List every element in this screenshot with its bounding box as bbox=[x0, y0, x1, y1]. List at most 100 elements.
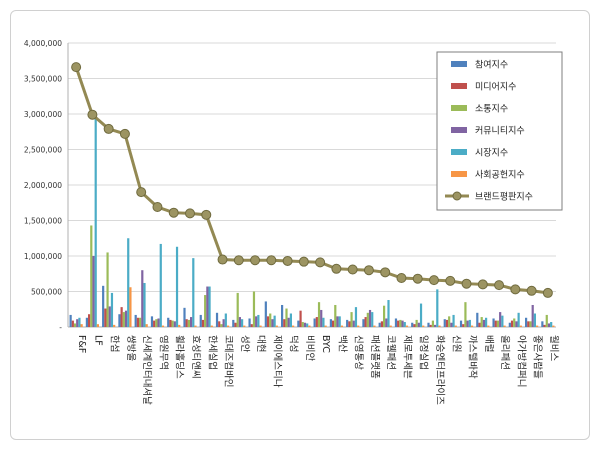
chart-frame bbox=[10, 10, 590, 440]
bar-소통지수 bbox=[171, 320, 174, 327]
bar-시장지수 bbox=[159, 243, 162, 327]
bar-커뮤니티지수 bbox=[124, 310, 128, 327]
bar-사회공헌지수 bbox=[178, 324, 181, 327]
point-브랜드평판지수 bbox=[542, 287, 553, 298]
bar-소통지수 bbox=[448, 316, 451, 327]
bar-참여지수 bbox=[134, 314, 137, 327]
bar-참여지수 bbox=[541, 321, 544, 327]
point-브랜드평판지수 bbox=[298, 256, 309, 267]
category-label: 까스텔바작 bbox=[467, 335, 479, 379]
category-label: 올리패션 bbox=[499, 335, 510, 370]
bar-참여지수 bbox=[394, 318, 398, 327]
category-label: 신원 bbox=[450, 335, 461, 352]
category-label: 대현 bbox=[255, 335, 266, 352]
bar-사회공헌지수 bbox=[243, 325, 246, 327]
legend-swatch bbox=[451, 149, 467, 155]
bar-참여지수 bbox=[313, 318, 316, 327]
bar-커뮤니티지수 bbox=[157, 318, 160, 327]
legend-label: 시장지수 bbox=[475, 148, 508, 159]
bar-참여지수 bbox=[297, 320, 300, 327]
point-브랜드평판지수 bbox=[494, 280, 505, 291]
bar-참여지수 bbox=[264, 301, 267, 327]
bar-미디어지수 bbox=[494, 320, 497, 327]
bar-참여지수 bbox=[167, 317, 170, 327]
y-tick-label: 1,500,000 bbox=[24, 217, 62, 226]
bar-참여지수 bbox=[85, 317, 88, 327]
bar-소통지수 bbox=[73, 323, 77, 327]
bar-사회공헌지수 bbox=[503, 325, 506, 327]
bar-미디어지수 bbox=[478, 322, 481, 327]
bar-미디어지수 bbox=[543, 324, 546, 327]
bar-참여지수 bbox=[199, 314, 202, 327]
category-label: 덕성 bbox=[288, 335, 299, 352]
bar-사회공헌지수 bbox=[145, 324, 148, 327]
bar-커뮤니티지수 bbox=[499, 312, 502, 327]
legend-label: 사회공헌지수 bbox=[475, 170, 525, 181]
bar-커뮤니티지수 bbox=[238, 317, 241, 327]
category-label: 배럴 bbox=[483, 335, 494, 352]
bar-커뮤니티지수 bbox=[255, 316, 258, 327]
bar-시장지수 bbox=[257, 314, 260, 327]
point-브랜드평판지수 bbox=[429, 275, 439, 286]
bar-소통지수 bbox=[204, 295, 207, 327]
bar-사회공헌지수 bbox=[275, 325, 278, 327]
category-label: 코데즈컴바인 bbox=[223, 335, 235, 387]
point-브랜드평판지수 bbox=[412, 273, 423, 284]
bar-미디어지수 bbox=[120, 307, 123, 327]
bar-참여지수 bbox=[281, 304, 284, 327]
category-label: 패션플랫폼 bbox=[369, 335, 380, 379]
bar-소통지수 bbox=[334, 304, 337, 327]
bar-미디어지수 bbox=[104, 308, 107, 327]
bar-사회공헌지수 bbox=[536, 325, 539, 327]
bar-시장지수 bbox=[143, 282, 146, 327]
category-label: 좋은사람들 bbox=[532, 335, 544, 379]
bar-사회공헌지수 bbox=[470, 325, 474, 327]
category-label: F&F bbox=[76, 335, 87, 353]
bar-시장지수 bbox=[485, 317, 488, 327]
bar-참여지수 bbox=[69, 314, 72, 327]
bar-소통지수 bbox=[155, 319, 158, 327]
point-브랜드평판지수 bbox=[250, 255, 261, 266]
bar-시장지수 bbox=[127, 238, 130, 327]
bar-시장지수 bbox=[273, 315, 276, 327]
bar-시장지수 bbox=[241, 319, 244, 327]
legend-label: 브랜드평판지수 bbox=[475, 192, 533, 203]
bar-참여지수 bbox=[378, 322, 381, 327]
bar-사회공헌지수 bbox=[80, 324, 83, 327]
bar-참여지수 bbox=[329, 319, 332, 327]
bar-소통지수 bbox=[383, 305, 386, 327]
bar-시장지수 bbox=[110, 292, 114, 327]
bar-소통지수 bbox=[285, 308, 288, 327]
bar-참여지수 bbox=[427, 322, 430, 327]
bar-미디어지수 bbox=[364, 317, 367, 327]
bar-커뮤니티지수 bbox=[368, 309, 372, 327]
point-브랜드평판지수 bbox=[266, 255, 277, 266]
bar-사회공헌지수 bbox=[113, 324, 116, 327]
category-label: 쌍방울 bbox=[125, 335, 136, 361]
bar-미디어지수 bbox=[136, 317, 139, 327]
bar-커뮤니티지수 bbox=[434, 324, 437, 327]
point-브랜드평판지수 bbox=[347, 264, 358, 275]
bar-시장지수 bbox=[419, 303, 423, 327]
bar-미디어지수 bbox=[283, 319, 286, 327]
y-tick-label: 3,000,000 bbox=[24, 110, 62, 119]
bar-사회공헌지수 bbox=[373, 325, 376, 327]
bar-미디어지수 bbox=[234, 322, 237, 327]
bar-커뮤니티지수 bbox=[206, 286, 209, 327]
bar-소통지수 bbox=[399, 319, 402, 327]
point-브랜드평판지수 bbox=[152, 202, 163, 213]
category-label: 신세계인터내셔날 bbox=[141, 335, 153, 405]
legend-marker bbox=[452, 191, 462, 201]
category-label: 코웰패션 bbox=[385, 335, 396, 370]
category-label: 백산 bbox=[336, 335, 347, 353]
y-tick-label: - bbox=[59, 323, 62, 332]
bar-사회공헌지수 bbox=[292, 325, 295, 327]
bar-미디어지수 bbox=[218, 321, 221, 327]
category-label: 한섬 bbox=[109, 335, 120, 352]
bar-미디어지수 bbox=[445, 319, 449, 327]
bar-사회공헌지수 bbox=[405, 325, 409, 327]
bar-미디어지수 bbox=[332, 320, 335, 327]
category-label: 휠라홀딩스 bbox=[174, 335, 186, 379]
category-label: 화승엔터프라이즈 bbox=[434, 335, 445, 405]
bar-사회공헌지수 bbox=[226, 325, 230, 327]
